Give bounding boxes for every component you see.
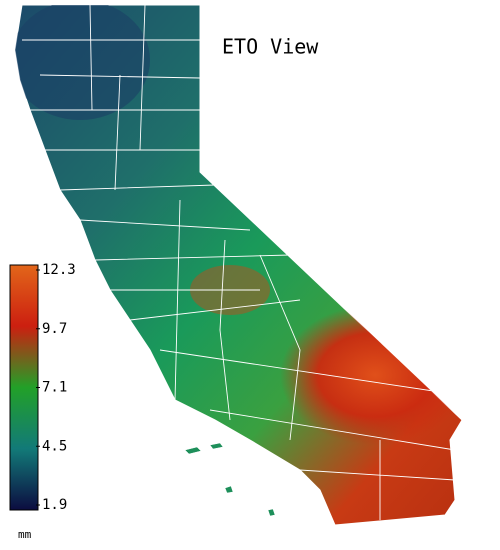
state-map <box>14 4 463 526</box>
tick-label: 9.7 <box>42 321 67 337</box>
map-title: ETO View <box>222 35 319 59</box>
tick-label: 4.5 <box>42 438 67 454</box>
tick-label: 7.1 <box>42 380 67 396</box>
color-bar <box>9 264 39 511</box>
tick-label: 12.3 <box>42 262 76 278</box>
unit-label: mm <box>18 528 32 541</box>
tick-label: 1.9 <box>42 497 67 513</box>
color-bar-ticks: 1.9 4.5 7.1 9.7 12.3 <box>36 262 76 513</box>
